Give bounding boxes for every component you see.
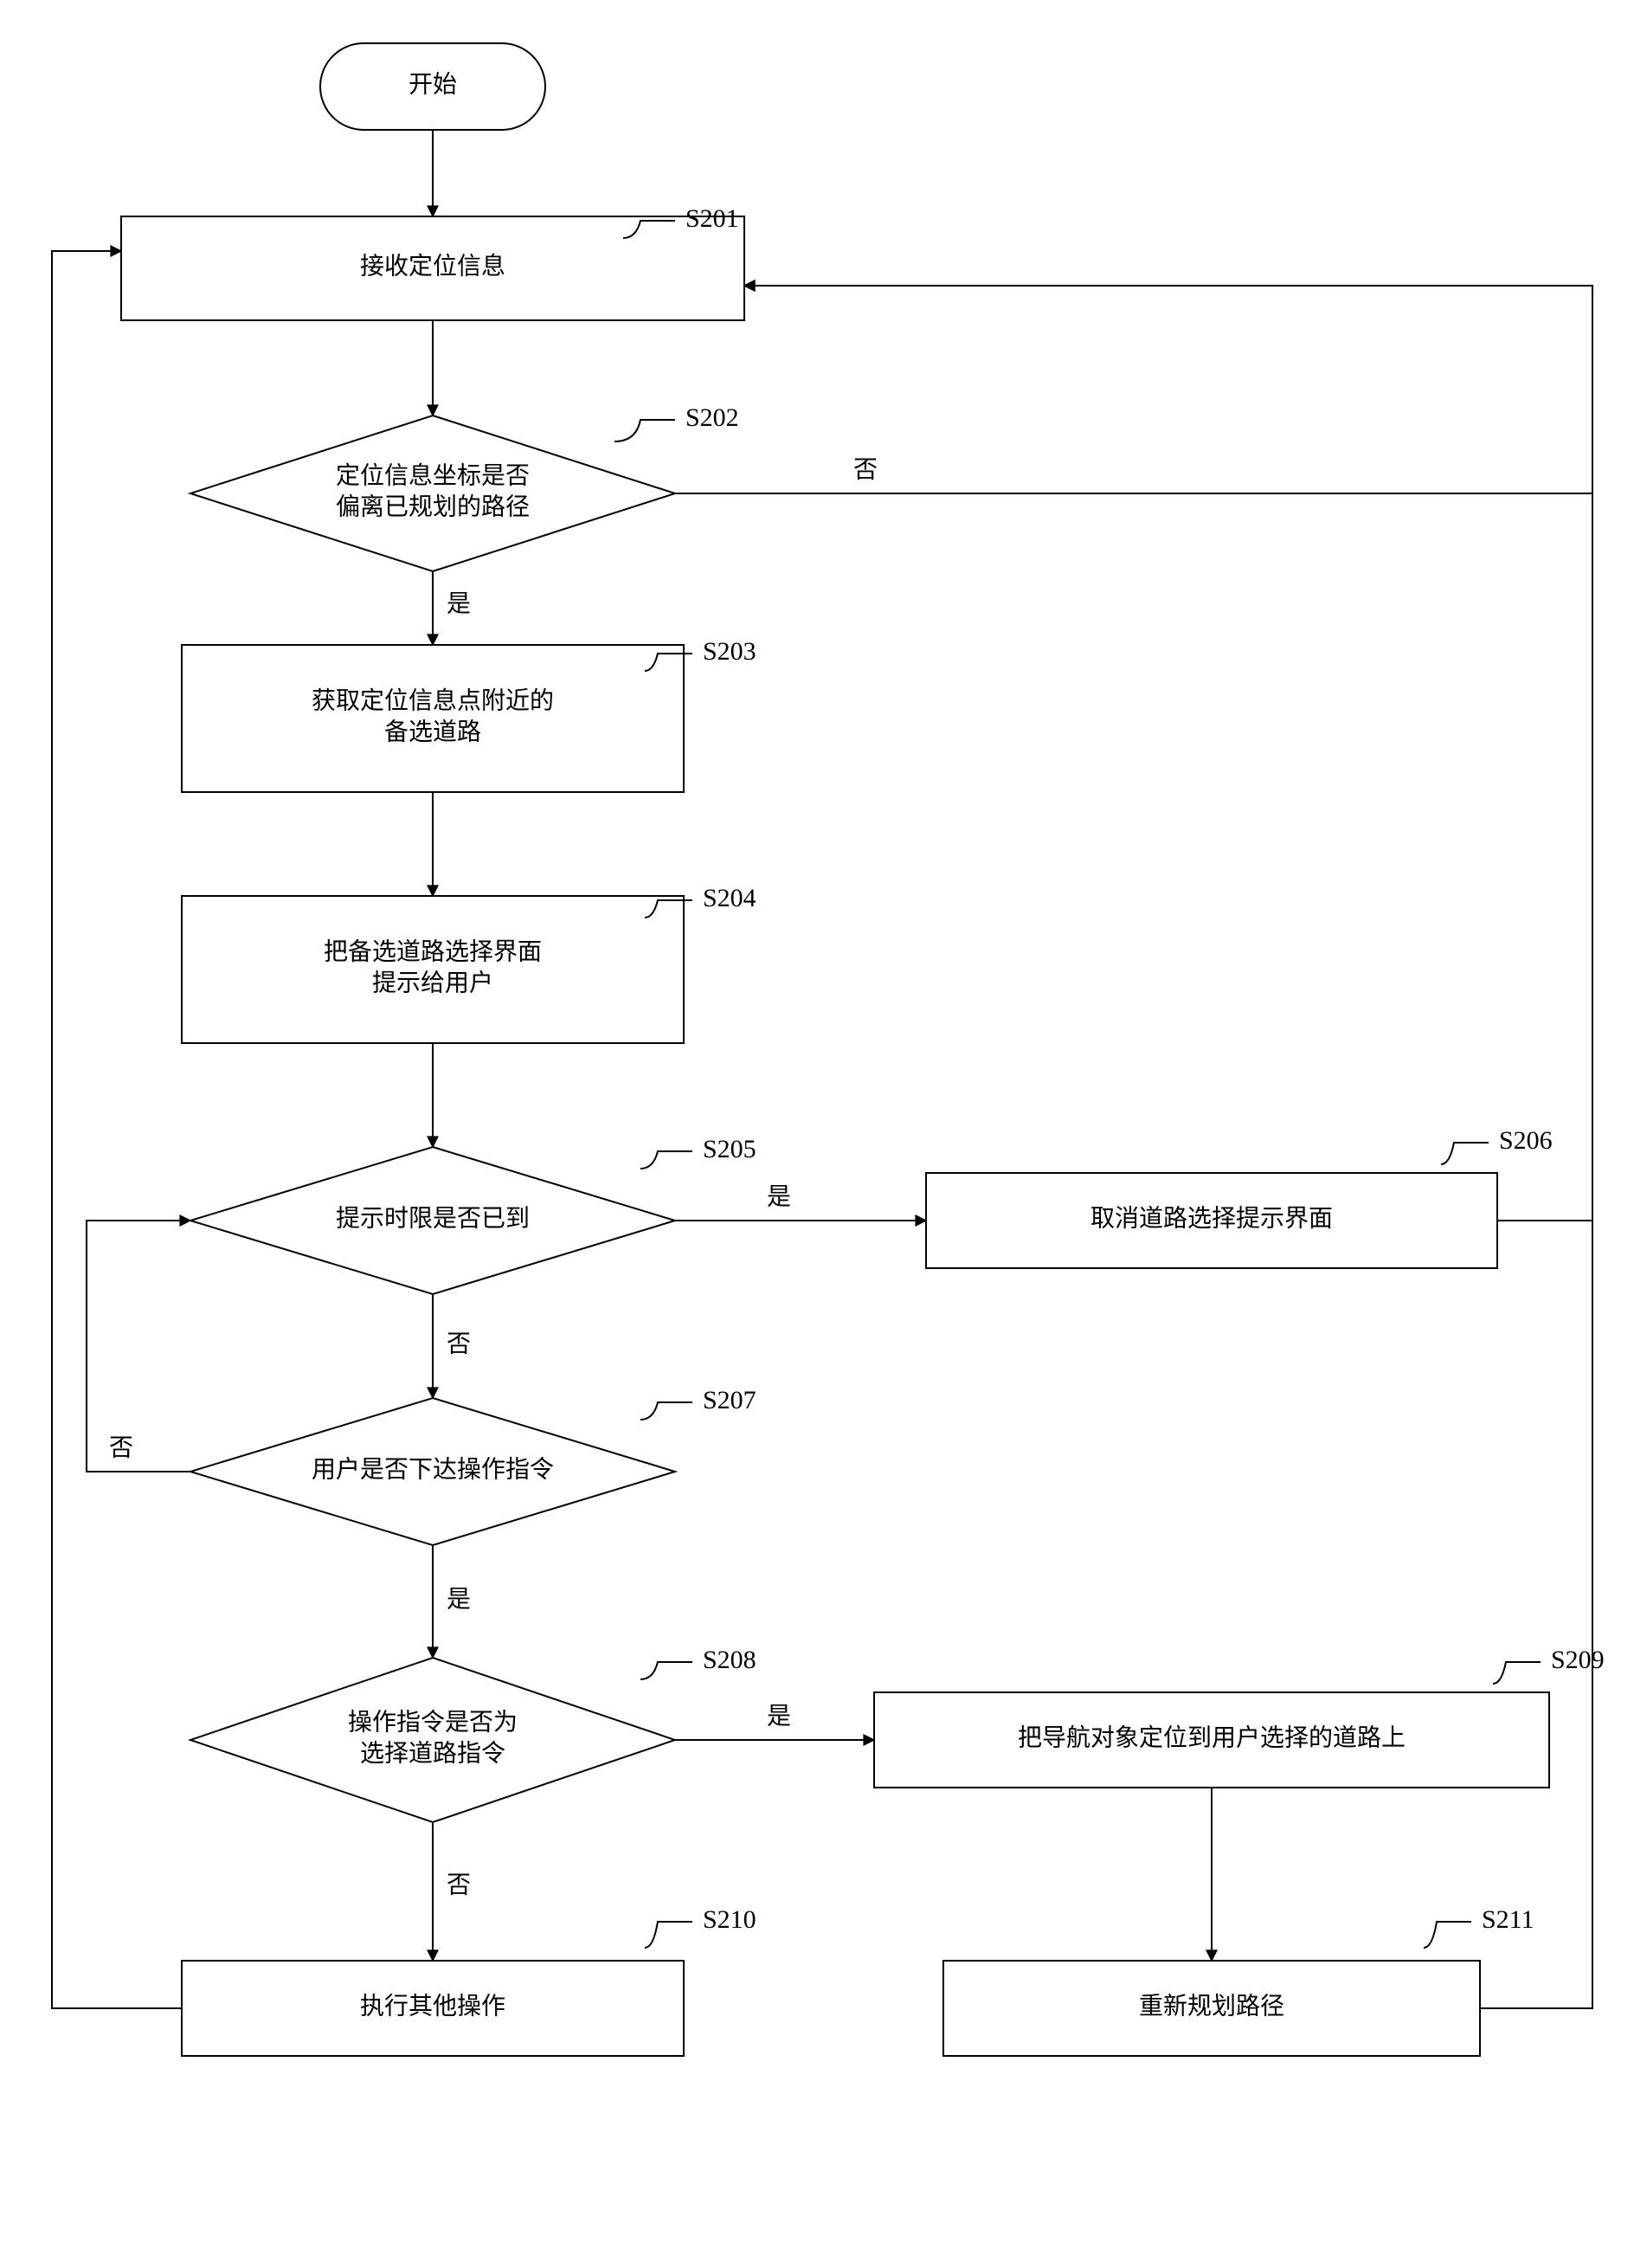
leader-S207 xyxy=(640,1402,692,1420)
leader-S208 xyxy=(640,1662,692,1679)
step-label: S204 xyxy=(703,884,756,912)
step-label: S210 xyxy=(703,1905,756,1934)
edge-label: 否 xyxy=(109,1434,133,1461)
leader-S210 xyxy=(645,1922,692,1948)
node-text: 提示给用户 xyxy=(372,969,493,996)
node-text: 把备选道路选择界面 xyxy=(324,937,542,965)
node-s201: 接收定位信息 xyxy=(121,216,744,320)
node-s211: 重新规划路径 xyxy=(943,1961,1480,2056)
node-text: 备选道路 xyxy=(384,718,481,745)
node-text: 重新规划路径 xyxy=(1139,1992,1284,2020)
leader-S211 xyxy=(1424,1922,1471,1948)
step-label: S211 xyxy=(1482,1905,1534,1934)
node-start: 开始 xyxy=(320,43,545,130)
step-label: S205 xyxy=(703,1135,756,1163)
node-s204: 把备选道路选择界面提示给用户 xyxy=(182,896,684,1043)
leader-S209 xyxy=(1493,1662,1541,1684)
edge-label: 否 xyxy=(853,456,878,483)
leader-S205 xyxy=(640,1151,692,1169)
leader-S206 xyxy=(1441,1143,1489,1164)
node-s206: 取消道路选择提示界面 xyxy=(926,1173,1497,1268)
node-text: 接收定位信息 xyxy=(360,252,505,280)
step-label: S206 xyxy=(1499,1126,1553,1155)
edge-label: 否 xyxy=(447,1872,471,1898)
edge-12 xyxy=(744,286,1592,1221)
step-label: S208 xyxy=(703,1646,756,1674)
leader-S202 xyxy=(614,420,675,441)
node-s208: 操作指令是否为选择道路指令 xyxy=(190,1658,675,1822)
node-text: 获取定位信息点附近的 xyxy=(312,686,554,714)
node-text: 选择道路指令 xyxy=(360,1739,505,1767)
edge-label: 是 xyxy=(767,1183,791,1210)
node-text: 定位信息坐标是否 xyxy=(336,461,530,489)
step-label: S202 xyxy=(685,403,739,432)
node-text: 偏离已规划的路径 xyxy=(336,493,530,520)
node-text: 提示时限是否已到 xyxy=(336,1204,530,1232)
node-text: 把导航对象定位到用户选择的道路上 xyxy=(1018,1724,1406,1751)
node-s203: 获取定位信息点附近的备选道路 xyxy=(182,645,684,792)
node-s207: 用户是否下达操作指令 xyxy=(190,1398,675,1545)
edge-label: 是 xyxy=(447,1586,471,1613)
node-s209: 把导航对象定位到用户选择的道路上 xyxy=(874,1692,1549,1788)
node-text: 开始 xyxy=(408,70,457,98)
edge-label: 是 xyxy=(767,1703,791,1730)
step-label: S207 xyxy=(703,1386,756,1414)
edge-14 xyxy=(52,251,182,2008)
step-label: S201 xyxy=(685,204,739,233)
node-text: 执行其他操作 xyxy=(360,1992,505,2020)
node-text: 操作指令是否为 xyxy=(348,1708,518,1736)
edge-13 xyxy=(87,1221,190,1472)
edge-11 xyxy=(675,286,1592,493)
node-s205: 提示时限是否已到 xyxy=(190,1147,675,1294)
step-label: S209 xyxy=(1551,1646,1605,1674)
node-text: 取消道路选择提示界面 xyxy=(1090,1204,1333,1232)
step-label: S203 xyxy=(703,637,756,666)
node-text: 用户是否下达操作指令 xyxy=(312,1455,554,1483)
flowchart-canvas: 开始接收定位信息定位信息坐标是否偏离已规划的路径获取定位信息点附近的备选道路把备… xyxy=(0,0,1634,2268)
edge-label: 是 xyxy=(447,590,471,617)
node-s210: 执行其他操作 xyxy=(182,1961,684,2056)
edge-label: 否 xyxy=(447,1331,471,1357)
node-s202: 定位信息坐标是否偏离已规划的路径 xyxy=(190,416,675,571)
